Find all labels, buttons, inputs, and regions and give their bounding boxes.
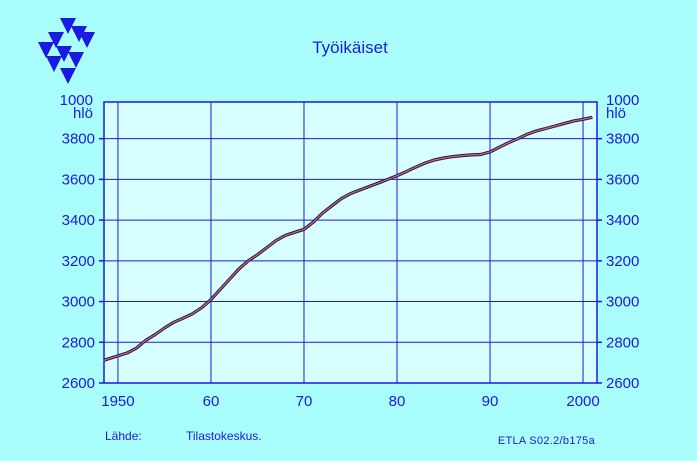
data-point bbox=[424, 162, 426, 164]
data-point bbox=[535, 130, 538, 132]
data-point bbox=[303, 228, 305, 230]
data-point bbox=[591, 116, 593, 118]
data-point bbox=[201, 307, 203, 309]
data-point bbox=[526, 133, 528, 135]
grid-lines bbox=[99, 102, 602, 384]
data-point bbox=[135, 347, 138, 349]
data-point bbox=[275, 239, 277, 242]
data-point bbox=[396, 175, 398, 177]
data-point bbox=[312, 221, 314, 223]
data-point bbox=[103, 359, 105, 361]
data-point bbox=[238, 268, 240, 270]
x-tick-label: 70 bbox=[296, 393, 313, 410]
data-point bbox=[191, 313, 193, 315]
y-tick-label-right: 2600 bbox=[606, 375, 639, 392]
data-point bbox=[433, 159, 435, 161]
x-tick-label: 80 bbox=[389, 393, 406, 410]
data-point bbox=[117, 355, 119, 357]
data-point bbox=[145, 339, 147, 341]
x-tick-label: 2000 bbox=[566, 393, 599, 410]
data-point bbox=[349, 193, 352, 195]
data-point bbox=[405, 171, 407, 173]
etla-logo bbox=[38, 18, 95, 84]
chart-title: Työikäiset bbox=[312, 38, 388, 57]
x-tick-label: 90 bbox=[482, 393, 499, 410]
data-point bbox=[442, 157, 445, 159]
data-point bbox=[321, 212, 324, 214]
data-point bbox=[219, 288, 221, 290]
data-point bbox=[461, 154, 463, 157]
y-tick-label-right: 3800 bbox=[606, 131, 639, 148]
data-point bbox=[228, 278, 231, 280]
data-point bbox=[266, 246, 268, 249]
data-point bbox=[368, 185, 370, 188]
y-tick-label-right: 3000 bbox=[606, 294, 639, 311]
chart-code: ETLA S02.2/b175a bbox=[498, 435, 596, 447]
data-point bbox=[498, 146, 500, 148]
data-point bbox=[545, 127, 547, 130]
y-tick-label-right: 3600 bbox=[606, 171, 639, 188]
y-tick-label-left: 3400 bbox=[62, 212, 95, 229]
y-tick-label-right: 3200 bbox=[606, 253, 639, 270]
data-point bbox=[331, 205, 333, 207]
y-tick-label-left: 3000 bbox=[62, 294, 95, 311]
data-point bbox=[247, 260, 249, 262]
y-tick-labels: 2600 2600 2800 2800 3000 3000 3200 3200 3400 3400… bbox=[62, 131, 640, 392]
x-tick-labels: 1950 60 70 80 90 2000 bbox=[101, 393, 599, 410]
source-label: Lähde: bbox=[105, 429, 142, 443]
data-point bbox=[256, 254, 259, 256]
y-unit-left-top: 1000 bbox=[60, 92, 93, 109]
data-point bbox=[154, 333, 156, 336]
data-point bbox=[377, 182, 380, 184]
plot-area bbox=[103, 101, 598, 384]
data-point bbox=[359, 189, 361, 191]
data-point bbox=[517, 138, 519, 140]
data-point bbox=[415, 166, 417, 168]
data-point bbox=[173, 321, 175, 323]
y-tick-label-left: 3600 bbox=[62, 171, 95, 188]
data-point bbox=[480, 153, 482, 156]
x-tick-label: 60 bbox=[203, 393, 220, 410]
data-point bbox=[508, 142, 510, 144]
data-point bbox=[452, 155, 454, 158]
y-tick-label-right: 3400 bbox=[606, 212, 639, 229]
data-point bbox=[489, 151, 491, 153]
y-tick-label-left: 2600 bbox=[62, 375, 95, 392]
series-lines bbox=[103, 115, 593, 362]
data-point bbox=[563, 122, 566, 124]
y-unit-left-bottom: hlö bbox=[73, 105, 93, 122]
y-unit-right-top: 1000 bbox=[606, 92, 639, 109]
data-point bbox=[340, 198, 342, 200]
data-point bbox=[163, 327, 166, 329]
source-value: Tilastokeskus. bbox=[186, 429, 262, 443]
data-point bbox=[387, 178, 389, 180]
y-tick-label-left: 3800 bbox=[62, 131, 95, 148]
data-point bbox=[582, 118, 584, 120]
data-point bbox=[554, 125, 556, 127]
x-tick-label: 1950 bbox=[101, 393, 134, 410]
data-point bbox=[294, 231, 296, 233]
y-tick-label-left: 3200 bbox=[62, 253, 95, 270]
data-point bbox=[210, 298, 212, 301]
data-point bbox=[284, 234, 286, 236]
y-unit-right-bottom: hlö bbox=[606, 105, 626, 122]
y-tick-label-right: 2800 bbox=[606, 334, 639, 351]
data-point bbox=[182, 317, 184, 319]
y-tick-label-left: 2800 bbox=[62, 334, 95, 351]
data-point bbox=[573, 120, 575, 122]
data-point bbox=[470, 154, 473, 156]
data-point bbox=[126, 352, 128, 354]
